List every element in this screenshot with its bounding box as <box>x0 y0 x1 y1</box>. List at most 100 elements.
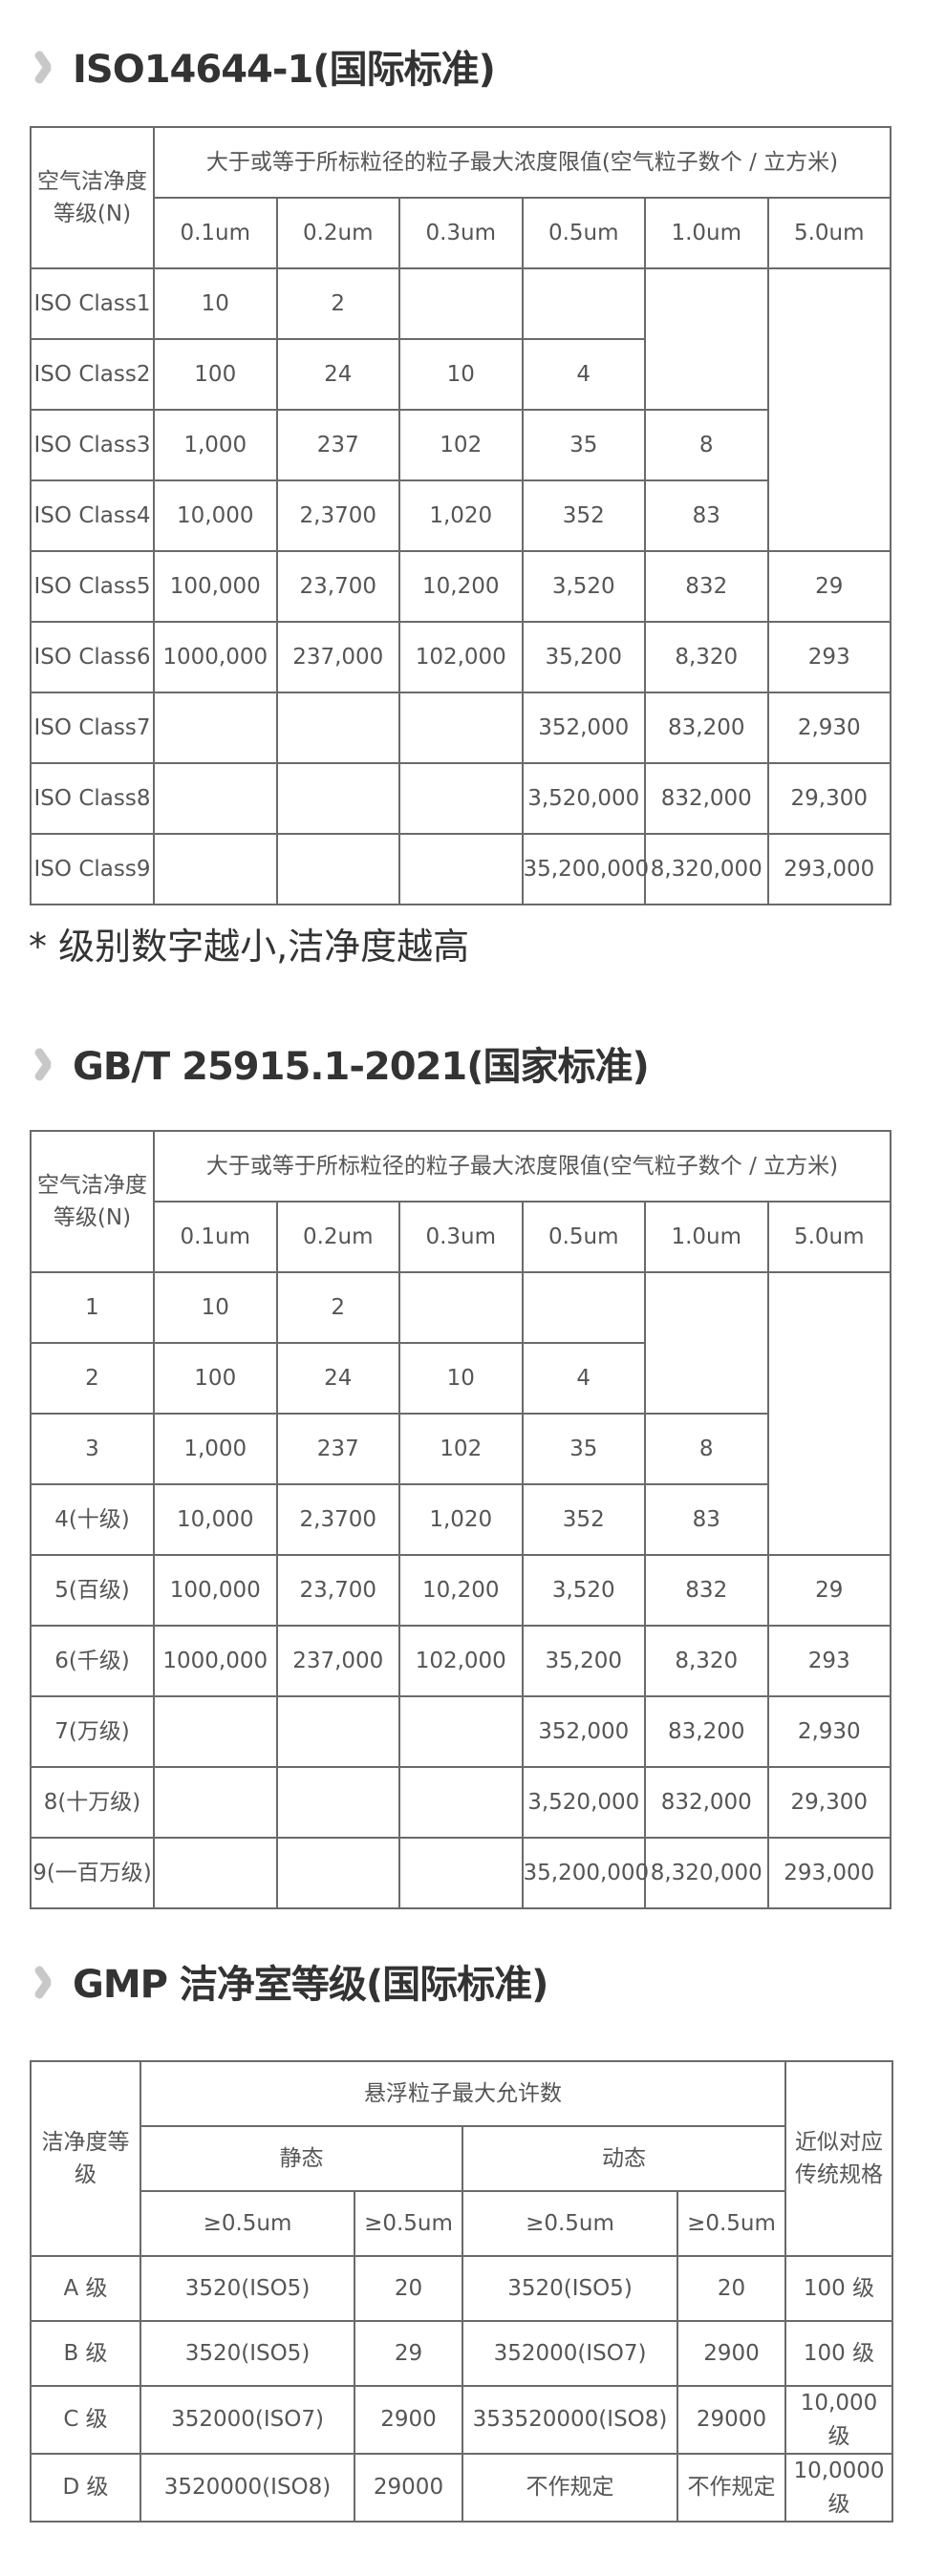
value-cell: 832,000 <box>644 762 769 835</box>
title-text: GMP 洁净室等级(国际标准) <box>73 1963 548 2007</box>
grade-cell: 4(十级) <box>30 1483 155 1556</box>
header-size: ≥0.5um <box>677 2190 786 2257</box>
value-cell: 29,300 <box>766 762 891 835</box>
grade-cell: ISO Class8 <box>30 762 155 835</box>
grade-cell: 7(万级) <box>30 1695 155 1768</box>
table-row: C 级 352000(ISO7) 2900 353520000(ISO8) 29000 1… <box>30 2385 893 2455</box>
value-cell: 100,000 <box>153 550 278 623</box>
table-row: 1 10 2 <box>30 1271 891 1556</box>
value-cell <box>398 1766 524 1839</box>
value-cell: 293 <box>766 1625 891 1697</box>
value-cell: 3520(ISO5) <box>140 2320 355 2387</box>
header-size: 0.5um <box>521 197 646 269</box>
value-cell: 100 <box>153 1342 278 1415</box>
value-cell: 83,200 <box>644 1695 769 1768</box>
value-cell <box>521 1271 646 1344</box>
value-cell: 29 <box>354 2320 463 2387</box>
value-cell <box>153 762 278 835</box>
value-cell: 2900 <box>354 2385 463 2455</box>
value-cell: 2900 <box>677 2320 786 2387</box>
value-cell: 29000 <box>354 2453 463 2523</box>
value-cell: 35,200 <box>521 621 646 693</box>
empty-cell <box>766 1271 891 1556</box>
grade-cell: ISO Class4 <box>30 479 155 552</box>
value-cell: 1,000 <box>153 409 278 481</box>
header-row: 空气洁净度等级(N) 大于或等于所标粒径的粒子最大浓度限值(空气粒子数个 / 立方… <box>30 126 891 269</box>
value-cell: 3,520 <box>521 550 646 623</box>
header-grade: 洁净度等级 <box>30 2060 141 2257</box>
value-cell: 10 <box>398 1342 524 1415</box>
value-cell: 293,000 <box>766 833 891 905</box>
header-size: 0.5um <box>521 1201 646 1273</box>
header-equiv: 近似对应传统规格 <box>784 2060 893 2257</box>
value-cell <box>275 1695 400 1768</box>
grade-cell: ISO Class9 <box>30 833 155 905</box>
grade-cell: ISO Class6 <box>30 621 155 693</box>
grade-cell: 5(百级) <box>30 1554 155 1627</box>
value-cell: 102,000 <box>398 1625 524 1697</box>
value-cell <box>398 692 524 764</box>
value-cell <box>398 833 524 905</box>
table-row: A 级 3520(ISO5) 20 3520(ISO5) 20 100 级 <box>30 2255 893 2322</box>
value-cell <box>398 267 524 340</box>
value-cell: 293 <box>766 621 891 693</box>
header-size: 5.0um <box>766 1201 891 1273</box>
table-row: ISO Class3 1,000 237 102 35 8 <box>30 409 891 481</box>
value-cell: 1000,000 <box>153 621 278 693</box>
section-title-gmp: GMP 洁净室等级(国际标准) <box>29 1953 548 2009</box>
section-title-gbt: GB/T 25915.1-2021(国家标准) <box>29 1035 650 1091</box>
value-cell: 353520000(ISO8) <box>462 2385 678 2455</box>
note: * 级别数字越小,洁净度越高 <box>29 926 470 968</box>
value-cell: 29 <box>766 550 891 623</box>
empty-cell <box>644 1271 769 1415</box>
value-cell: 24 <box>275 338 400 411</box>
value-cell <box>398 1837 524 1909</box>
chevron-right-icon <box>29 1044 54 1082</box>
table-row: ISO Class2 100 24 10 4 <box>30 338 891 411</box>
header-span: 大于或等于所标粒径的粒子最大浓度限值(空气粒子数个 / 立方米) <box>153 1130 891 1203</box>
value-cell: 237,000 <box>275 1625 400 1697</box>
value-cell: 2,930 <box>766 692 891 764</box>
header-size: ≥0.5um <box>462 2190 678 2257</box>
value-cell: 3,520 <box>521 1554 646 1627</box>
value-cell <box>275 762 400 835</box>
table-row: ISO Class4 10,000 2,3700 1,020 352 83 <box>30 479 891 552</box>
value-cell: 8 <box>644 409 769 481</box>
table-row: ISO Class9 35,200,000 8,320,000 293,000 <box>30 833 891 905</box>
value-cell: 832 <box>644 550 769 623</box>
value-cell: 1,020 <box>398 479 524 552</box>
value-cell: 35,200,000 <box>521 833 649 905</box>
value-cell: 1,020 <box>398 1483 524 1556</box>
header-row: 静态 动态 <box>31 2125 892 2192</box>
table-row: 5(百级) 100,000 23,700 10,200 3,520 832 29 <box>30 1554 891 1627</box>
value-cell <box>275 1837 400 1909</box>
table-row: ISO Class7 352,000 83,200 2,930 <box>30 692 891 764</box>
value-cell <box>398 762 524 835</box>
header-size: ≥0.5um <box>140 2190 355 2257</box>
empty-cell <box>766 267 891 552</box>
grade-cell: ISO Class3 <box>30 409 155 481</box>
value-cell: 10 <box>153 267 278 340</box>
value-cell <box>521 267 646 340</box>
header-size: 1.0um <box>644 197 769 269</box>
value-cell: 832 <box>644 1554 769 1627</box>
gbt-table: 空气洁净度等级(N) 大于或等于所标粒径的粒子最大浓度限值(空气粒子数个 / 立方… <box>30 1130 891 1909</box>
header-static: 静态 <box>140 2125 463 2192</box>
value-cell: 3520(ISO5) <box>462 2255 678 2322</box>
value-cell: 不作规定 <box>677 2453 786 2523</box>
value-cell: 832,000 <box>644 1766 769 1839</box>
table-row: 2 100 24 10 4 <box>30 1342 891 1415</box>
value-cell: 4 <box>521 338 646 411</box>
value-cell: 352000(ISO7) <box>140 2385 355 2455</box>
value-cell: 3,520,000 <box>521 1766 646 1839</box>
value-cell <box>275 692 400 764</box>
value-cell: 352 <box>521 1483 646 1556</box>
table-row: 4(十级) 10,000 2,3700 1,020 352 83 <box>30 1483 891 1556</box>
empty-cell <box>644 267 769 411</box>
value-cell: 35 <box>521 409 646 481</box>
value-cell: 8,320 <box>644 1625 769 1697</box>
value-cell: 8,320,000 <box>644 833 769 905</box>
table-row: ISO Class8 3,520,000 832,000 29,300 <box>30 762 891 835</box>
header-row: 0.1um 0.2um 0.3um 0.5um 1.0um 5.0um <box>31 1201 891 1273</box>
table-row: ISO Class1 10 2 <box>30 267 891 552</box>
